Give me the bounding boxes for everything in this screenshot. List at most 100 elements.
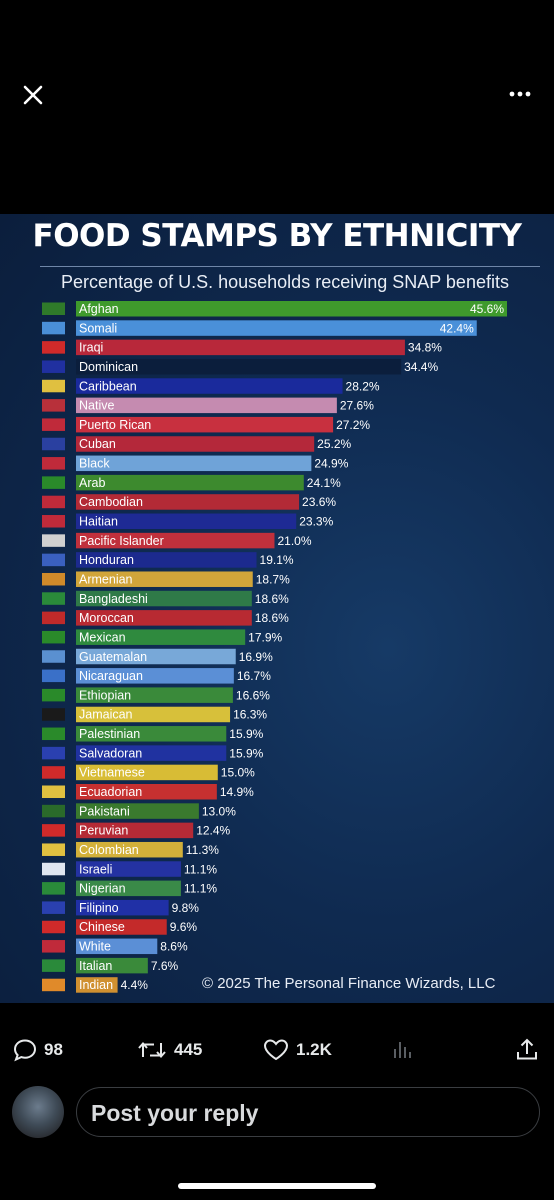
value-label: 9.6%: [170, 920, 198, 934]
flag-icon: [42, 321, 65, 335]
category-label: Mexican: [79, 630, 126, 644]
flag-icon: [42, 630, 65, 644]
flag-icon: [42, 920, 65, 934]
category-label: Armenian: [79, 572, 133, 586]
value-label: 25.2%: [317, 437, 351, 451]
value-label: 34.4%: [404, 360, 438, 374]
like-count: 1.2K: [296, 1040, 332, 1059]
bar: [76, 301, 507, 317]
category-label: Honduran: [79, 553, 134, 567]
bar: [76, 397, 337, 414]
flag-icon: [42, 534, 65, 547]
more-icon: [509, 91, 531, 97]
flag-icon: [42, 341, 65, 354]
bar: [76, 841, 183, 858]
bar: [76, 629, 246, 645]
flag-icon: [42, 804, 65, 818]
post-actions: 98 445 1.2K: [0, 1030, 554, 1070]
value-label: 18.6%: [255, 592, 289, 606]
value-label: 8.6%: [160, 940, 188, 954]
repost-button[interactable]: 445: [136, 1036, 202, 1064]
flag-icon: [42, 553, 65, 567]
bar: [76, 706, 231, 723]
value-label: 21.0%: [277, 534, 311, 548]
reply-input[interactable]: Post your reply: [76, 1087, 540, 1137]
category-label: Italian: [79, 959, 112, 973]
flag-icon: [42, 360, 65, 373]
bar-chart: Afghan 45.6% Somali 42.4% Iraqi 34.8% Dominica…: [42, 301, 507, 993]
more-options-button[interactable]: [506, 84, 536, 104]
flag-icon: [42, 959, 65, 972]
category-label: Vietnamese: [79, 766, 145, 780]
flag-icon: [42, 940, 65, 953]
category-label: Dominican: [79, 360, 138, 374]
bar: [76, 938, 158, 955]
category-label: Black: [79, 457, 110, 471]
value-label: 16.6%: [236, 688, 270, 702]
reply-button[interactable]: 98: [12, 1036, 63, 1064]
value-label: 45.6%: [470, 302, 504, 316]
flag-icon: [42, 418, 65, 431]
flag-icon: [42, 669, 65, 683]
bar: [76, 571, 253, 587]
value-label: 17.9%: [248, 630, 282, 644]
value-label: 9.8%: [172, 901, 200, 915]
flag-icon: [42, 843, 65, 856]
share-icon: [517, 1038, 537, 1060]
bar: [76, 513, 297, 530]
flag-icon: [42, 746, 65, 760]
home-indicator[interactable]: [178, 1183, 376, 1189]
flag-icon: [42, 457, 65, 470]
reply-composer: Post your reply: [0, 1085, 554, 1145]
category-label: Guatemalan: [79, 650, 147, 664]
value-label: 23.6%: [302, 495, 336, 509]
category-label: Colombian: [79, 843, 139, 857]
flag-icon: [42, 399, 65, 412]
value-label: 14.9%: [220, 785, 254, 799]
category-label: Palestinian: [79, 727, 140, 741]
value-label: 7.6%: [151, 959, 179, 973]
views-button[interactable]: [390, 1036, 416, 1064]
value-label: 24.1%: [307, 476, 341, 490]
bar: [76, 378, 343, 394]
flag-icon: [42, 824, 65, 837]
bar: [76, 610, 252, 626]
bar: [76, 436, 315, 452]
share-button[interactable]: [514, 1036, 540, 1064]
chart-subtitle: Percentage of U.S. households receiving …: [61, 272, 509, 292]
title-divider: [40, 266, 540, 267]
avatar[interactable]: [12, 1086, 64, 1138]
flag-icon: [42, 495, 65, 509]
like-button[interactable]: 1.2K: [262, 1036, 332, 1064]
category-label: Cuban: [79, 437, 116, 451]
category-label: Nicaraguan: [79, 669, 143, 683]
flag-icon: [42, 862, 65, 876]
category-label: Ethiopian: [79, 688, 131, 702]
bar: [76, 358, 402, 375]
media-top-bar: [0, 0, 554, 200]
bar: [76, 861, 181, 877]
close-button[interactable]: [20, 82, 46, 108]
bar: [76, 899, 169, 916]
bar: [76, 726, 227, 742]
value-label: 27.6%: [340, 399, 374, 413]
flag-icon: [42, 882, 65, 895]
flag-icon: [42, 766, 65, 779]
flag-icon: [42, 978, 65, 992]
bar: [76, 590, 252, 607]
value-label: 15.0%: [221, 766, 255, 780]
category-label: Bangladeshi: [79, 592, 148, 606]
bar: [76, 648, 236, 665]
category-label: Salvadoran: [79, 746, 142, 760]
value-label: 28.2%: [346, 379, 380, 393]
value-label: 13.0%: [202, 804, 236, 818]
post-image[interactable]: FOOD STAMPS BY ETHNICITY Percentage of U…: [0, 214, 554, 1003]
category-label: Filipino: [79, 901, 119, 915]
flag-icon: [42, 727, 65, 741]
flag-icon: [42, 785, 65, 798]
category-label: Peruvian: [79, 824, 128, 838]
bar: [76, 919, 167, 935]
category-label: Somali: [79, 321, 117, 335]
category-label: Ecuadorian: [79, 785, 142, 799]
category-label: Jamaican: [79, 708, 133, 722]
